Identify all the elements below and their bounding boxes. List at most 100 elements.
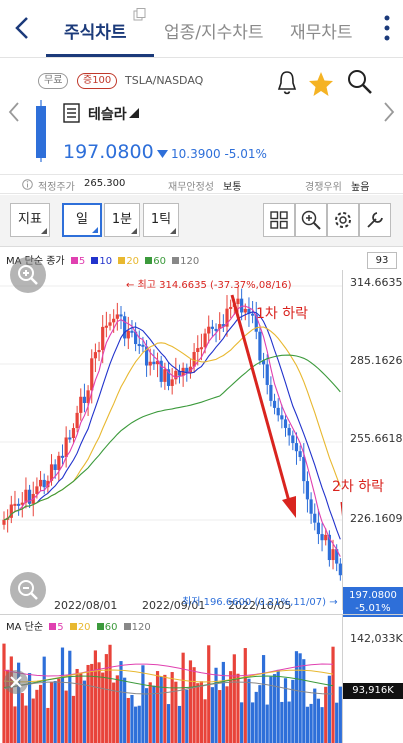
period-tick-button[interactable]: 1틱 (143, 203, 179, 237)
stock-name[interactable]: 테슬라 (88, 107, 127, 123)
stock-dropdown-icon[interactable] (129, 108, 139, 118)
volume-bar (31, 698, 35, 743)
volume-legend-ma120-label: 120 (131, 622, 151, 633)
last-price-box: 197.0800 -5.01% (343, 587, 403, 617)
candle-body (280, 415, 284, 420)
tab-stock-chart[interactable]: 주식차트 (64, 23, 127, 43)
visible-candle-count[interactable]: 93 (367, 252, 397, 269)
candle-body (152, 361, 156, 365)
volume-legend-ma20: 20 (69, 622, 91, 633)
x-tick-3: 2022/10/05 (228, 599, 292, 612)
candle-body (137, 344, 141, 347)
volume-bar (144, 688, 149, 743)
zoom-button[interactable] (295, 203, 327, 237)
volume-bar (155, 671, 160, 743)
favorite-star-icon[interactable] (308, 71, 334, 97)
volume-bar (305, 706, 310, 743)
volume-bar (181, 652, 185, 743)
price-chart[interactable] (0, 270, 342, 614)
volume-legend-ma60: 60 (96, 622, 117, 633)
legend-ma120-label: 120 (180, 256, 200, 267)
period-minute-button[interactable]: 1분 (104, 203, 140, 237)
valuation-info-bar: 적정주가 265.300 재무안정성 보통 경쟁우위 높음 (0, 174, 403, 194)
volume-bar (130, 694, 134, 743)
more-menu-icon[interactable] (383, 14, 391, 42)
chart-toolbar: 지표 일 1분 1틱 (0, 195, 403, 247)
volume-bar (294, 651, 299, 743)
volume-bar (196, 683, 200, 743)
volume-chart[interactable] (0, 630, 342, 743)
candle-body (35, 486, 39, 494)
volume-bar (24, 705, 28, 743)
search-icon[interactable] (346, 68, 374, 96)
candle-body (327, 534, 331, 561)
volume-bar (152, 685, 156, 743)
info-icon[interactable] (22, 179, 33, 190)
volume-bar (53, 681, 57, 743)
candle-body (130, 330, 134, 333)
candle-body (126, 330, 130, 339)
volume-bar (27, 673, 32, 743)
volume-ma-legend: MA 단순 5 20 60 120 (6, 618, 154, 633)
prev-stock-icon[interactable] (8, 101, 20, 123)
volume-bar (101, 672, 105, 743)
volume-bar (137, 705, 141, 743)
volume-bar (13, 706, 17, 743)
candle-body (269, 384, 273, 401)
candle-body (272, 400, 277, 408)
tools-button[interactable] (359, 203, 391, 237)
volume-bar (313, 688, 317, 743)
volume-bar (60, 647, 65, 743)
volume-bar (265, 704, 269, 743)
indicator-button[interactable]: 지표 (10, 203, 50, 237)
candle-body (247, 308, 251, 314)
next-stock-icon[interactable] (383, 101, 395, 123)
candle-body (13, 503, 17, 506)
volume-max-label: 142,033K (350, 632, 403, 645)
period-day-label: 일 (76, 212, 88, 227)
candle-body (93, 352, 97, 359)
volume-bar (174, 681, 178, 743)
volume-ma-line (3, 675, 334, 689)
volume-legend-ma20-label: 20 (77, 622, 91, 633)
volume-bar (108, 644, 112, 743)
copy-icon[interactable] (133, 8, 146, 21)
candle-body (71, 428, 76, 438)
stock-detail-icon[interactable] (63, 103, 80, 123)
alarm-bell-icon[interactable] (276, 69, 298, 97)
layout-grid-button[interactable] (263, 203, 295, 237)
chart-zoom-in-button[interactable] (10, 257, 46, 293)
volume-bar (9, 656, 13, 743)
candle-body (166, 369, 171, 386)
indicator-button-label: 지표 (18, 212, 42, 227)
candle-body (254, 314, 258, 332)
tab-financial-chart[interactable]: 재무차트 (290, 23, 353, 43)
volume-legend-prefix: MA 단순 (6, 622, 44, 633)
volume-collapse-button[interactable] (4, 670, 28, 694)
chart-zoom-out-button[interactable] (10, 572, 46, 608)
volume-bar (86, 664, 90, 743)
volume-ma-line (3, 663, 334, 677)
candle-body (335, 549, 339, 564)
candle-body (218, 324, 222, 329)
candle-body (115, 314, 119, 319)
volume-bar (38, 684, 43, 743)
candle-body (90, 358, 94, 391)
high-marker-label: ← 최고 314.6635 (-37.37%,08/16) (126, 280, 292, 291)
back-arrow-icon[interactable] (14, 16, 30, 40)
candle-body (192, 351, 196, 367)
volume-bar (163, 674, 167, 743)
volume-bar (119, 661, 123, 743)
tab-sector-index-chart[interactable]: 업종/지수차트 (164, 23, 264, 43)
volume-bar (90, 663, 94, 743)
candle-body (112, 318, 116, 323)
candle-body (174, 370, 178, 380)
candle-body (214, 328, 218, 331)
candle-body (141, 344, 145, 347)
settings-button[interactable] (327, 203, 359, 237)
period-day-button[interactable]: 일 (62, 203, 102, 237)
candle-body (104, 325, 108, 328)
volume-bar (46, 707, 50, 743)
candle-body (38, 479, 43, 487)
candle-body (251, 313, 255, 316)
